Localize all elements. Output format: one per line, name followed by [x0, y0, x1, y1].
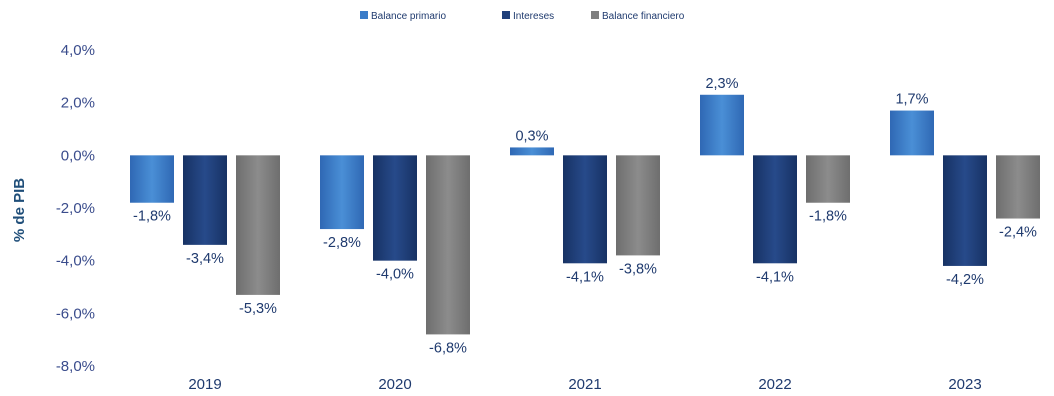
data-label-balance-primario-2020: -2,8% [323, 235, 361, 251]
y-tick-label: -6,0% [56, 305, 95, 322]
data-label-balance-financiero-2019: -5,3% [239, 301, 277, 317]
x-tick-label: 2020 [378, 376, 411, 393]
bar-balance-primario-2019 [130, 155, 174, 203]
x-tick-label: 2022 [758, 376, 791, 393]
bar-balance-primario-2023 [890, 110, 934, 156]
data-label-intereses-2021: -4,1% [566, 269, 604, 285]
legend-swatch-intereses [502, 11, 510, 19]
data-label-intereses-2020: -4,0% [376, 267, 414, 283]
data-labels: -1,8%-3,4%-5,3%-2,8%-4,0%-6,8%0,3%-4,1% -… [133, 76, 1037, 357]
bar-balance-primario-2022 [700, 94, 744, 156]
bars [130, 94, 1040, 335]
legend-label-intereses: Intereses [513, 11, 554, 22]
bar-balance-primario-2021 [510, 147, 554, 156]
x-tick-label: 2019 [188, 376, 221, 393]
bar-intereses-2021 [563, 155, 607, 264]
y-axis-title: % de PIB [11, 178, 28, 242]
legend-label-balance-primario: Balance primario [371, 11, 446, 22]
bar-intereses-2020 [373, 155, 417, 261]
bar-balance-financiero-2021 [616, 155, 660, 256]
data-label-balance-financiero-2023: -2,4% [999, 225, 1037, 241]
x-axis: 2019 2020 2021 2022 2023 [188, 376, 981, 393]
bar-intereses-2023 [943, 155, 987, 266]
y-tick-label: -8,0% [56, 358, 95, 375]
bar-intereses-2019 [183, 155, 227, 245]
data-label-balance-financiero-2022: -1,8% [809, 209, 847, 225]
data-label-balance-financiero-2021: -3,8% [619, 261, 657, 277]
data-label-intereses-2019: -3,4% [186, 251, 224, 267]
data-label-balance-financiero-2020: -6,8% [429, 340, 467, 356]
bar-balance-financiero-2019 [236, 155, 280, 295]
legend-swatch-balance-financiero [591, 11, 599, 19]
bar-balance-financiero-2022 [806, 155, 850, 203]
data-label-intereses-2022: -4,1% [756, 269, 794, 285]
y-axis: 4,0% 2,0% 0,0% -2,0% -4,0% -6,0% -8,0% [56, 42, 95, 375]
legend: Balance primario Intereses Balance financi… [360, 11, 685, 22]
data-label-balance-primario-2019: -1,8% [133, 209, 171, 225]
x-tick-label: 2023 [948, 376, 981, 393]
legend-swatch-balance-primario [360, 11, 368, 19]
data-label-balance-primario-2021: 0,3% [515, 128, 548, 144]
y-tick-label: 2,0% [61, 95, 95, 112]
bar-balance-primario-2020 [320, 155, 364, 230]
data-label-balance-primario-2022: 2,3% [705, 76, 738, 92]
y-tick-label: -2,0% [56, 200, 95, 217]
bar-balance-financiero-2023 [996, 155, 1040, 219]
y-tick-label: 4,0% [61, 42, 95, 59]
legend-label-balance-financiero: Balance financiero [602, 11, 685, 22]
y-tick-label: 0,0% [61, 147, 95, 164]
bar-balance-financiero-2020 [426, 155, 470, 335]
bar-intereses-2022 [753, 155, 797, 264]
data-label-intereses-2023: -4,2% [946, 272, 984, 288]
data-label-balance-primario-2023: 1,7% [895, 92, 928, 108]
y-tick-label: -4,0% [56, 253, 95, 270]
x-tick-label: 2021 [568, 376, 601, 393]
